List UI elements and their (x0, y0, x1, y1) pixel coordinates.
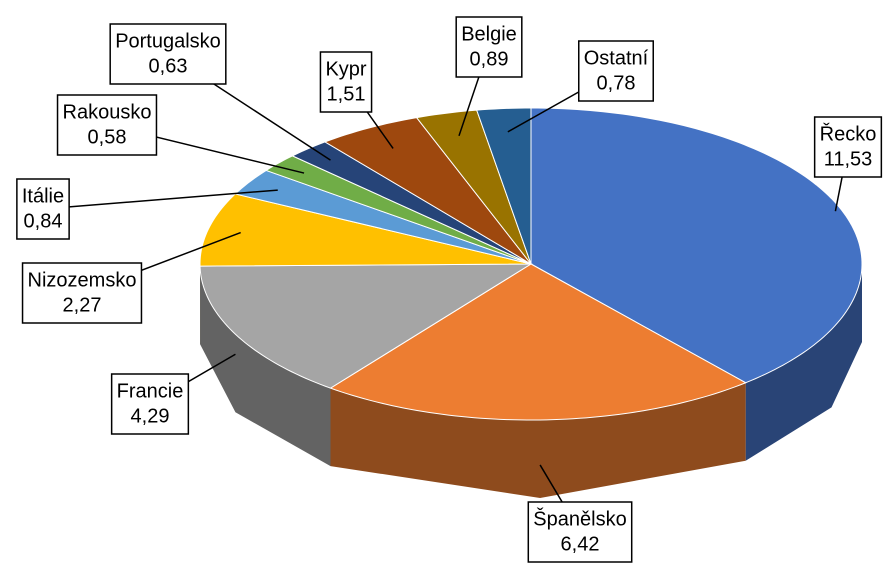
label-name: Francie (117, 380, 184, 402)
slice-side (330, 382, 746, 498)
label-box (578, 40, 654, 102)
label-name: Řecko (820, 122, 877, 145)
label-box (110, 373, 190, 435)
label-name: Portugalsko (115, 30, 221, 52)
slice-side (745, 264, 862, 461)
leader-line (42, 189, 278, 210)
slice (199, 193, 532, 267)
data-label: Itálie 0,84 (16, 178, 70, 240)
data-label: Belgie 0,89 (455, 16, 523, 78)
label-name: Ostatní (584, 47, 649, 69)
data-label: Portugalsko 0,63 (109, 23, 227, 85)
data-label: Francie 4,29 (110, 373, 190, 435)
label-box (56, 94, 158, 156)
slice (291, 141, 532, 265)
slice (476, 107, 532, 265)
label-name: Španělsko (533, 507, 626, 530)
label-box (527, 501, 633, 563)
label-box (21, 262, 143, 324)
label-value: 2,27 (63, 294, 102, 316)
label-box (319, 51, 373, 113)
label-value: 11,53 (824, 148, 873, 170)
label-box (109, 23, 227, 85)
data-label: Řecko 11,53 (813, 116, 883, 178)
slice (323, 117, 532, 265)
label-value: 0,58 (88, 126, 127, 148)
label-value: 1,51 (327, 83, 366, 105)
label-box (813, 116, 883, 178)
slice (234, 169, 532, 265)
data-label: Rakousko 0,58 (56, 94, 158, 156)
label-name: Itálie (22, 185, 64, 207)
data-label: Španělsko 6,42 (527, 501, 633, 563)
label-value: 0,78 (597, 72, 636, 94)
slice (199, 263, 533, 389)
slice (329, 263, 747, 421)
pie-sides (200, 264, 862, 498)
label-box (16, 178, 70, 240)
label-name: Belgie (461, 23, 517, 45)
slice (265, 155, 532, 265)
data-label: Nizozemsko 2,27 (21, 262, 143, 324)
slice-side (200, 266, 331, 467)
label-name: Kypr (325, 58, 366, 80)
label-box (455, 16, 523, 78)
slice (415, 109, 532, 265)
label-name: Nizozemsko (28, 269, 137, 291)
data-label: Kypr 1,51 (319, 51, 373, 113)
slice (530, 107, 863, 384)
label-value: 4,29 (131, 405, 170, 427)
label-name: Rakousko (63, 101, 152, 123)
label-value: 0,89 (470, 48, 509, 70)
label-value: 0,84 (24, 210, 63, 232)
data-label: Ostatní 0,78 (578, 40, 654, 102)
label-value: 0,63 (149, 55, 188, 77)
label-value: 6,42 (561, 533, 600, 555)
